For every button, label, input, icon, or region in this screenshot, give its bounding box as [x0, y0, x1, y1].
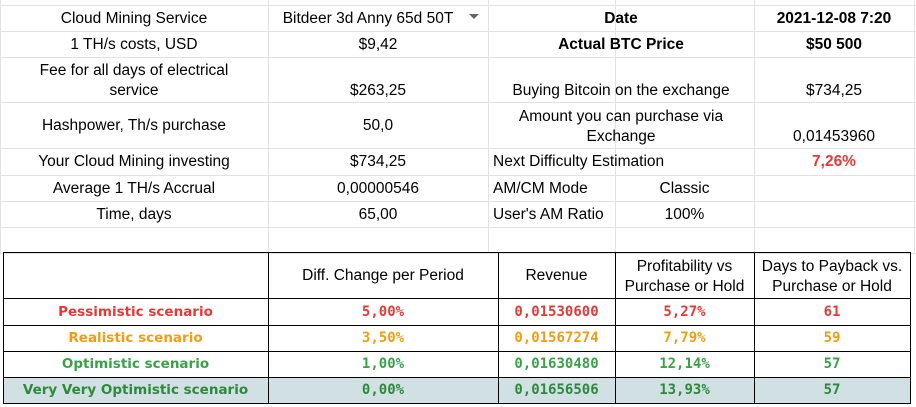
header-revenue: Revenue — [525, 267, 588, 284]
header-payback-line2: Purchase or Hold — [772, 277, 892, 295]
btc-price-label: Actual BTC Price — [558, 35, 684, 53]
hashpower-value: 50,0 — [362, 116, 394, 134]
header-profitability-line1: Profitability vs — [636, 257, 733, 275]
scenario-label-very-very-optimistic: Very Very Optimistic scenario — [22, 382, 249, 398]
mode-label: AM/CM Mode — [493, 179, 588, 197]
diff-realistic: 3,50% — [361, 330, 405, 346]
ratio-value: 100% — [664, 205, 705, 223]
accrual-value: 0,00000546 — [337, 179, 419, 197]
days-very-very-optimistic: 57 — [823, 382, 841, 398]
date-value: 2021-12-08 7:20 — [776, 9, 892, 27]
investing-value: $734,25 — [349, 153, 407, 170]
buying-btc-value: $734,25 — [805, 81, 863, 99]
revenue-pessimistic: 0,01530600 — [514, 303, 599, 320]
investing-label: Your Cloud Mining investing — [38, 153, 230, 170]
diff-optimistic: 1,00% — [361, 356, 405, 372]
header-profitability-line2: Purchase or Hold — [624, 277, 745, 295]
revenue-very-very-optimistic: 0,01656506 — [514, 382, 599, 398]
time-value: 65,00 — [358, 205, 398, 223]
buying-btc-label: Buying Bitcoin on the exchange — [512, 81, 730, 99]
fee-label-line2: service — [109, 81, 159, 99]
highlight-row-fill — [3, 377, 911, 403]
scenario-label-pessimistic: Pessimistic scenario — [58, 303, 213, 320]
revenue-optimistic: 0,01630480 — [514, 356, 599, 372]
scenario-label-optimistic: Optimistic scenario — [61, 356, 210, 372]
accrual-label: Average 1 TH/s Accrual — [52, 179, 216, 197]
profit-optimistic: 12,14% — [659, 356, 710, 372]
amount-label-line2: Exchange — [586, 127, 656, 145]
btc-price-value: $50 500 — [805, 35, 863, 53]
time-label: Time, days — [96, 205, 172, 223]
cloud-mining-service-select[interactable]: Bitdeer 3d Anny 65d 50T — [282, 9, 454, 27]
mode-value: Classic — [659, 179, 710, 197]
hashpower-label: Hashpower, Th/s purchase — [41, 116, 227, 134]
th-cost-value: $9,42 — [358, 35, 398, 53]
days-pessimistic: 61 — [823, 303, 841, 320]
days-optimistic: 57 — [823, 356, 841, 372]
chevron-down-icon[interactable] — [469, 14, 479, 19]
th-cost-label: 1 TH/s costs, USD — [70, 35, 198, 53]
ratio-label: User's AM Ratio — [493, 205, 604, 223]
date-label: Date — [604, 9, 638, 27]
amount-value: 0,01453960 — [793, 127, 875, 145]
revenue-realistic: 0,01567274 — [514, 330, 599, 346]
cloud-mining-service-label: Cloud Mining Service — [60, 9, 208, 27]
profit-realistic: 7,79% — [663, 330, 706, 346]
scenario-label-realistic: Realistic scenario — [68, 330, 203, 346]
header-payback-line1: Days to Payback vs. — [761, 257, 903, 275]
profit-very-very-optimistic: 13,93% — [659, 382, 710, 398]
profit-pessimistic: 5,27% — [663, 303, 706, 320]
fee-value: $263,25 — [349, 81, 407, 99]
fee-label-line1: Fee for all days of electrical — [39, 61, 229, 79]
diff-pessimistic: 5,00% — [361, 303, 405, 320]
difficulty-value: 7,26% — [812, 153, 856, 170]
amount-label-line1: Amount you can purchase via — [518, 107, 724, 125]
difficulty-label: Next Difficulty Estimation — [493, 153, 665, 170]
header-diff-change: Diff. Change per Period — [302, 267, 464, 284]
days-realistic: 59 — [823, 330, 841, 346]
diff-very-very-optimistic: 0,00% — [361, 382, 405, 398]
